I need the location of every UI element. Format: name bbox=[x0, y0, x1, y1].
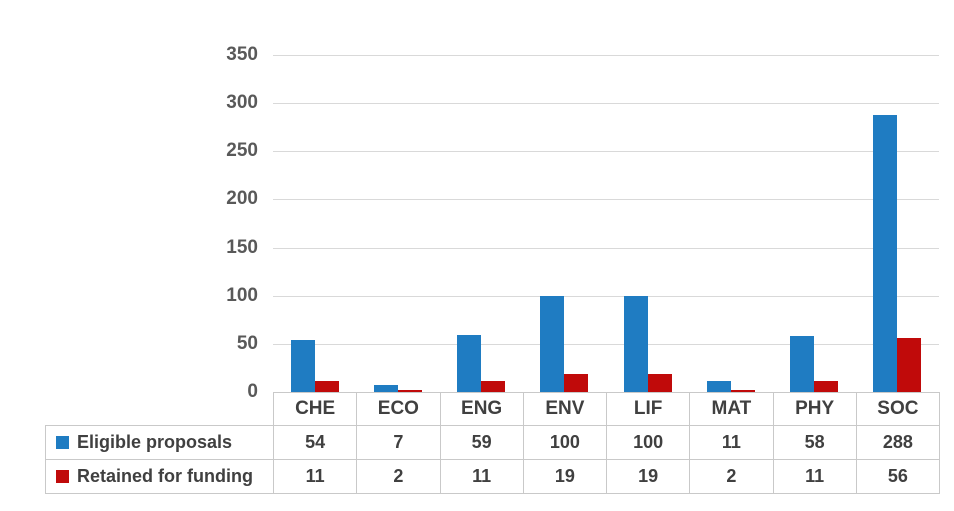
category-label-env: ENV bbox=[522, 392, 608, 426]
bar-lif-eligible-proposals bbox=[623, 295, 648, 392]
legend-cell-eligible-proposals: Eligible proposals bbox=[45, 425, 274, 460]
table-row-eligible-proposals: Eligible proposals 54 7 59 100 100 11 58 288 bbox=[45, 425, 941, 460]
category-label-eco: ECO bbox=[356, 392, 441, 426]
gridline bbox=[273, 295, 939, 297]
value-retained-for-funding-eco: 2 bbox=[356, 459, 441, 494]
value-eligible-proposals-eco: 7 bbox=[356, 425, 441, 460]
bar-eng-eligible-proposals bbox=[457, 335, 482, 392]
y-tick-label: 250 bbox=[226, 140, 258, 162]
value-retained-for-funding-env: 19 bbox=[522, 459, 608, 494]
category-label-lif: LIF bbox=[605, 392, 691, 426]
gridline bbox=[273, 199, 939, 201]
value-retained-for-funding-soc: 56 bbox=[855, 459, 941, 494]
value-retained-for-funding-mat: 2 bbox=[689, 459, 774, 494]
table-row-retained-for-funding: Retained for funding 11 2 11 19 19 2 11 56 bbox=[45, 459, 941, 494]
plot-area bbox=[273, 55, 939, 392]
bar-soc-retained-for-funding bbox=[897, 338, 922, 392]
category-label-mat: MAT bbox=[689, 392, 774, 426]
bar-env-eligible-proposals bbox=[540, 295, 565, 392]
gridline bbox=[273, 343, 939, 345]
bar-phy-eligible-proposals bbox=[790, 336, 815, 392]
bar-eco-eligible-proposals bbox=[373, 385, 398, 392]
category-label-eng: ENG bbox=[439, 392, 524, 426]
bar-eng-retained-for-funding bbox=[481, 381, 506, 392]
value-eligible-proposals-soc: 288 bbox=[855, 425, 941, 460]
y-tick-label: 200 bbox=[226, 188, 258, 210]
category-label-phy: PHY bbox=[772, 392, 857, 426]
legend-swatch-eligible-proposals-icon bbox=[56, 436, 69, 449]
y-tick-label: 0 bbox=[247, 381, 258, 402]
legend-label-retained-for-funding: Retained for funding bbox=[77, 466, 253, 486]
value-eligible-proposals-lif: 100 bbox=[605, 425, 691, 460]
value-eligible-proposals-env: 100 bbox=[522, 425, 608, 460]
y-tick-label: 150 bbox=[226, 236, 258, 258]
y-tick-label: 350 bbox=[226, 44, 258, 65]
value-retained-for-funding-che: 11 bbox=[272, 459, 358, 494]
value-eligible-proposals-eng: 59 bbox=[439, 425, 524, 460]
bar-soc-eligible-proposals bbox=[873, 114, 898, 392]
category-label-soc: SOC bbox=[855, 392, 941, 426]
value-retained-for-funding-lif: 19 bbox=[605, 459, 691, 494]
value-eligible-proposals-phy: 58 bbox=[772, 425, 857, 460]
y-tick-label: 100 bbox=[226, 284, 258, 306]
bar-che-eligible-proposals bbox=[290, 340, 315, 392]
value-eligible-proposals-mat: 11 bbox=[689, 425, 774, 460]
y-tick-label: 300 bbox=[226, 92, 258, 114]
gridline bbox=[273, 247, 939, 249]
value-retained-for-funding-eng: 11 bbox=[439, 459, 524, 494]
bar-mat-retained-for-funding bbox=[730, 390, 755, 392]
bar-lif-retained-for-funding bbox=[647, 373, 672, 392]
value-eligible-proposals-che: 54 bbox=[272, 425, 358, 460]
gridline bbox=[273, 151, 939, 153]
y-tick-label: 50 bbox=[236, 332, 258, 354]
category-row: CHE ECO ENG ENV LIF MAT PHY SOC bbox=[45, 392, 941, 426]
legend-swatch-retained-for-funding-icon bbox=[56, 470, 69, 483]
bar-phy-retained-for-funding bbox=[814, 381, 839, 392]
category-label-che: CHE bbox=[272, 392, 358, 426]
bar-mat-eligible-proposals bbox=[706, 381, 731, 392]
gridline bbox=[273, 55, 939, 56]
value-retained-for-funding-phy: 11 bbox=[772, 459, 857, 494]
bar-eco-retained-for-funding bbox=[397, 390, 422, 392]
gridline bbox=[273, 103, 939, 105]
legend-spacer bbox=[45, 392, 274, 426]
data-table: CHE ECO ENG ENV LIF MAT PHY SOC Eligible proposa… bbox=[45, 392, 941, 494]
bar-che-retained-for-funding bbox=[314, 381, 339, 392]
legend-cell-retained-for-funding: Retained for funding bbox=[45, 459, 274, 494]
bar-env-retained-for-funding bbox=[564, 373, 589, 392]
legend-label-eligible-proposals: Eligible proposals bbox=[77, 432, 233, 452]
